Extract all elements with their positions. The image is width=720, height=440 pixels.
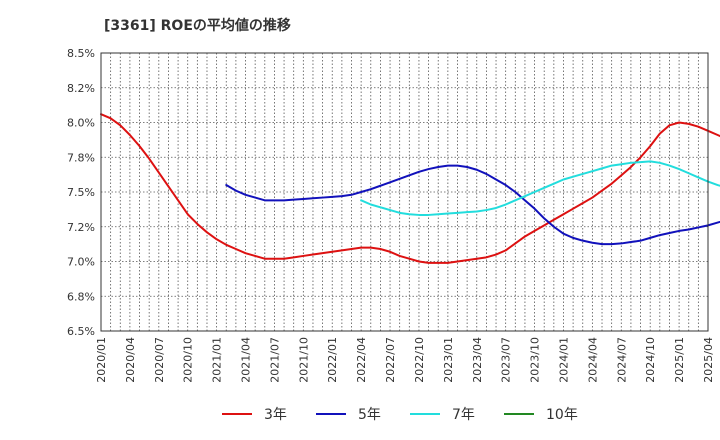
x-tick-label: 2024/10 (644, 337, 657, 383)
y-tick-label: 8.5% (67, 47, 95, 60)
chart-title: [3361] ROEの平均値の推移 (104, 17, 291, 34)
x-tick-label: 2021/07 (268, 337, 281, 383)
y-tick-label: 6.5% (67, 325, 95, 338)
x-tick-label: 2021/10 (297, 337, 310, 383)
x-tick-label: 2022/04 (355, 337, 368, 383)
y-tick-label: 7.8% (67, 151, 95, 164)
x-axis: 2020/01 2020/04 2020/07 2020/10 2021/01 2021/… (95, 337, 715, 383)
grid-lines (100, 52, 709, 332)
y-tick-label: 8.2% (67, 82, 95, 95)
legend-label: 5年 (358, 407, 381, 423)
series-line-3年 (100, 113, 720, 264)
x-tick-label: 2022/01 (326, 337, 339, 383)
x-tick-label: 2022/10 (413, 337, 426, 383)
series-line-7年 (360, 160, 720, 216)
x-tick-label: 2020/10 (182, 337, 195, 383)
y-tick-label: 7.2% (67, 221, 95, 234)
x-tick-label: 2023/10 (529, 337, 542, 383)
x-tick-label: 2023/07 (500, 337, 513, 383)
x-tick-label: 2023/01 (442, 337, 455, 383)
x-tick-label: 2022/07 (384, 337, 397, 383)
legend-label: 7年 (452, 407, 475, 423)
x-tick-label: 2020/01 (95, 337, 108, 383)
plot-border (100, 52, 709, 332)
x-tick-label: 2024/01 (557, 337, 570, 383)
x-tick-label: 2025/01 (673, 337, 686, 383)
x-tick-label: 2025/04 (702, 337, 715, 383)
y-tick-label: 8.0% (67, 117, 95, 130)
x-tick-label: 2020/07 (153, 337, 166, 383)
plot-area (101, 53, 708, 331)
x-tick-label: 2024/04 (586, 337, 599, 383)
x-tick-label: 2021/01 (211, 337, 224, 383)
legend-label: 3年 (264, 407, 287, 423)
y-tick-label: 7.0% (67, 256, 95, 269)
x-tick-label: 2023/04 (471, 337, 484, 383)
series-line-5年 (225, 164, 720, 246)
y-tick-label: 7.5% (67, 186, 95, 199)
x-tick-label: 2021/04 (240, 337, 253, 383)
y-tick-label: 6.8% (67, 290, 95, 303)
y-axis: 6.5% 6.8% 7.0% 7.2% 7.5% 7.8% 8.0% 8.2% 8.5% (67, 47, 95, 338)
x-tick-label: 2020/04 (124, 337, 137, 383)
series-lines (100, 113, 720, 264)
legend-label: 10年 (546, 407, 578, 423)
x-tick-label: 2024/07 (615, 337, 628, 383)
legend: 3年 5年 7年 10年 (222, 407, 578, 423)
